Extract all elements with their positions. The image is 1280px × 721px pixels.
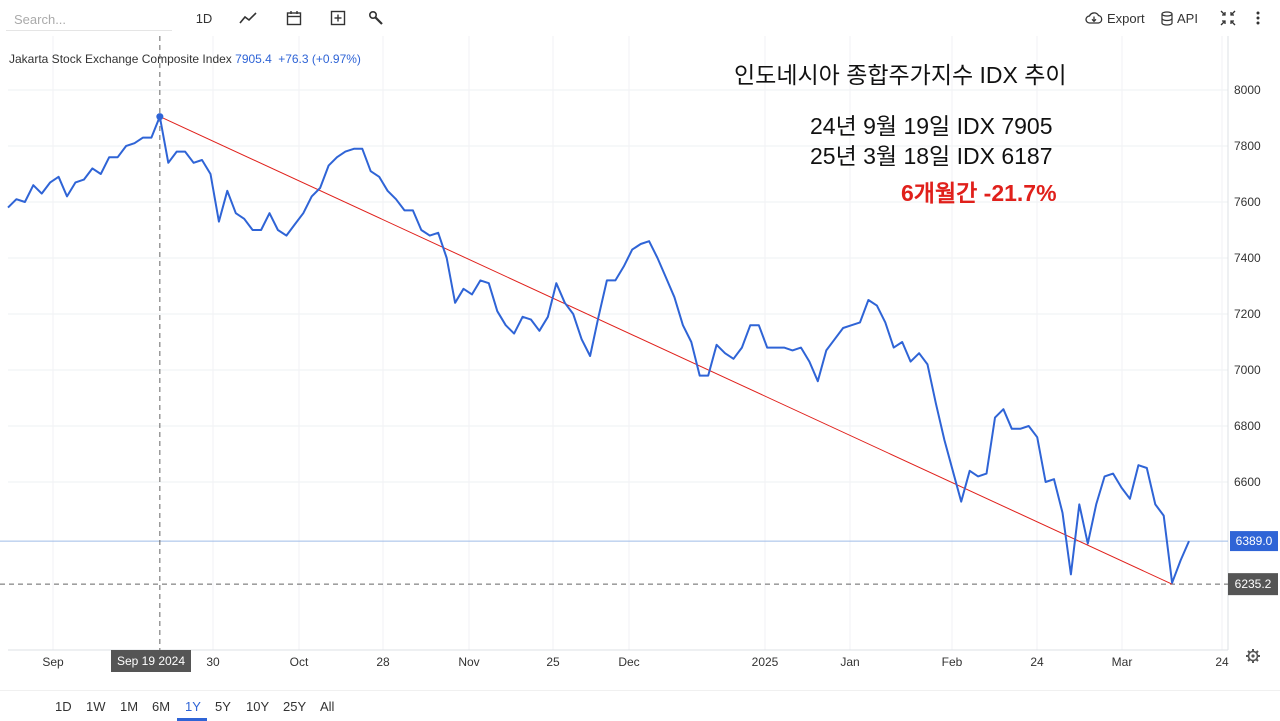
cloud-download-icon (1085, 12, 1103, 24)
x-tick-label: 30 (206, 655, 220, 669)
svg-text:6389.0: 6389.0 (1236, 534, 1273, 548)
chart-type-icon[interactable] (238, 8, 258, 28)
wrench-icon[interactable] (366, 8, 386, 28)
x-tick-label: 24 (1215, 655, 1229, 669)
range-6m[interactable]: 6M (152, 699, 171, 714)
calendar-icon[interactable] (284, 8, 304, 28)
range-25y[interactable]: 25Y (283, 699, 307, 714)
price-change: +76.3 (+0.97%) (278, 52, 361, 66)
instrument-name: Jakarta Stock Exchange Composite Index (9, 52, 232, 66)
annotation-title: 인도네시아 종합주가지수 IDX 추이 (734, 62, 1067, 88)
x-tick-label: 28 (376, 655, 390, 669)
y-tick-label: 8000 (1234, 83, 1261, 97)
range-all[interactable]: All (320, 699, 335, 714)
api-button[interactable]: API (1161, 8, 1198, 28)
toolbar: Search... 1D Export API (0, 0, 1280, 36)
range-selector: 1D 1W 1M 6M 1Y 5Y 10Y 25Y All (0, 690, 1280, 721)
price-chart[interactable]: 6600 6800 7000 7200 7400 7600 7800 8000 Sep 30 Oc… (0, 0, 1280, 690)
range-1w[interactable]: 1W (86, 699, 106, 714)
database-icon (1161, 10, 1173, 26)
y-tick-label: 7000 (1234, 363, 1261, 377)
x-tick-label: Oct (290, 655, 309, 669)
y-tick-label: 7400 (1234, 251, 1261, 265)
crosshair-price-label: 6235.2 (1228, 573, 1278, 596)
range-1y[interactable]: 1Y (185, 699, 201, 714)
interval-button[interactable]: 1D (195, 10, 213, 26)
more-menu-icon[interactable] (1250, 8, 1266, 28)
range-10y[interactable]: 10Y (246, 699, 270, 714)
range-5y[interactable]: 5Y (215, 699, 231, 714)
api-label: API (1177, 10, 1198, 26)
x-tick-label: Sep (42, 655, 64, 669)
export-button[interactable]: Export (1085, 8, 1145, 28)
current-price-label: 6389.0 (1230, 531, 1278, 552)
search-input[interactable]: Search... (6, 5, 172, 31)
trend-line (159, 116, 1173, 585)
range-1d[interactable]: 1D (55, 699, 72, 714)
svg-text:6235.2: 6235.2 (1235, 577, 1272, 591)
annotation-line-1: 24년 9월 19일 IDX 7905 (810, 113, 1053, 139)
export-label: Export (1107, 10, 1145, 26)
range-1m[interactable]: 1M (120, 699, 139, 714)
collapse-icon[interactable] (1218, 8, 1238, 28)
crosshair-date-label: Sep 19 2024 (111, 650, 191, 672)
add-indicator-icon[interactable] (328, 8, 348, 28)
x-tick-label: 2025 (752, 655, 779, 669)
x-tick-label: Jan (840, 655, 859, 669)
svg-text:Sep 19 2024: Sep 19 2024 (117, 654, 185, 668)
annotation-change: 6개월간 -21.7% (901, 180, 1057, 206)
y-tick-label: 7200 (1234, 307, 1261, 321)
annotation-line-2: 25년 3월 18일 IDX 6187 (810, 143, 1053, 169)
last-price: 7905.4 (235, 52, 272, 66)
x-tick-label: 25 (546, 655, 560, 669)
price-series-line (7, 115, 1190, 584)
x-tick-label: Feb (942, 655, 963, 669)
x-tick-label: 24 (1030, 655, 1044, 669)
x-tick-label: Nov (458, 655, 479, 669)
y-tick-label: 7600 (1234, 195, 1261, 209)
instrument-header: Jakarta Stock Exchange Composite Index 7… (9, 52, 361, 66)
x-tick-label: Dec (618, 655, 639, 669)
highlight-point (156, 113, 164, 121)
y-tick-label: 6600 (1234, 475, 1261, 489)
x-tick-label: Mar (1112, 655, 1133, 669)
y-tick-label: 6800 (1234, 419, 1261, 433)
settings-gear-icon[interactable] (1246, 649, 1260, 663)
y-tick-label: 7800 (1234, 139, 1261, 153)
